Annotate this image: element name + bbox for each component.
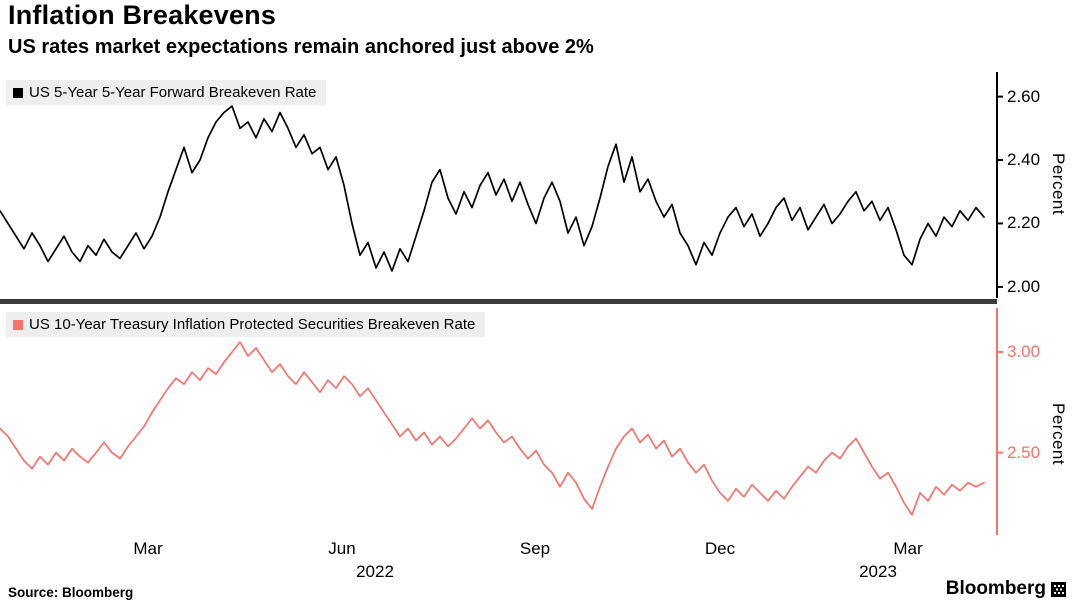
legend-top-label: US 5-Year 5-Year Forward Breakeven Rate: [29, 84, 317, 101]
legend-bottom-label: US 10-Year Treasury Inflation Protected …: [29, 316, 476, 333]
legend-bottom: US 10-Year Treasury Inflation Protected …: [6, 312, 486, 337]
series-swatch-red: [13, 319, 23, 330]
legend-top: US 5-Year 5-Year Forward Breakeven Rate: [6, 80, 327, 105]
page-title: Inflation Breakevens: [8, 0, 277, 30]
bloomberg-brand-text: Bloomberg: [945, 578, 1046, 599]
series-line-5y5y-forward: [0, 105, 985, 272]
source-note: Source: Bloomberg: [8, 585, 134, 600]
chart-subtitle: US rates market expectations remain anch…: [8, 36, 594, 58]
series-line-10y-tips: [0, 341, 985, 516]
series-swatch-black: [13, 87, 23, 98]
bloomberg-logo-icon: [1051, 581, 1066, 597]
bloomberg-wordmark: Bloomberg: [946, 578, 1066, 600]
panel-divider: [0, 299, 997, 304]
